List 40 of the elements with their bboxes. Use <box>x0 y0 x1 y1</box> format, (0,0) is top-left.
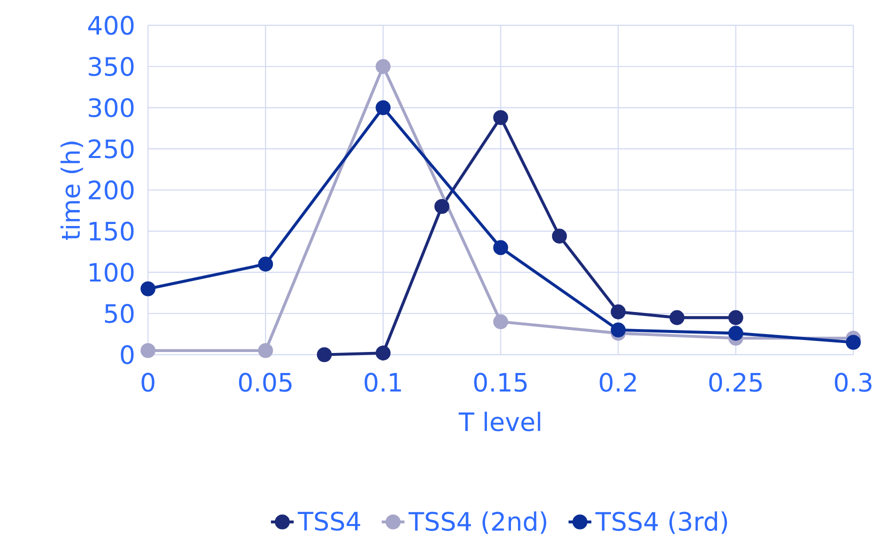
legend-label: TSS4 <box>298 512 360 531</box>
point <box>610 322 626 338</box>
x-tick-label: 0.1 <box>364 372 401 392</box>
point <box>434 198 450 214</box>
point <box>552 228 567 244</box>
point <box>728 326 744 341</box>
point <box>140 343 156 358</box>
point <box>670 310 684 326</box>
y-axis-title: time (h) <box>60 142 84 240</box>
point <box>258 256 274 272</box>
point <box>493 110 508 126</box>
point <box>610 304 626 320</box>
x-tick-label: 0.15 <box>474 372 527 392</box>
x-tick-label: 0.25 <box>709 372 762 392</box>
y-tick-label: 150 <box>90 222 134 241</box>
point <box>316 347 332 362</box>
y-tick-label: 400 <box>88 16 134 35</box>
point <box>140 281 156 296</box>
y-tick-label: 350 <box>88 56 134 76</box>
x-tick-label: 0.2 <box>600 372 636 392</box>
y-tick-label: 50 <box>105 304 134 324</box>
point <box>493 314 508 330</box>
point <box>376 100 391 116</box>
point <box>376 59 391 74</box>
x-tick-label: 0.3 <box>834 372 872 392</box>
point <box>846 334 861 350</box>
y-tick-label: 200 <box>88 180 134 200</box>
point <box>376 346 391 360</box>
y-tick-label: 250 <box>88 139 134 158</box>
y-tick-label: 100 <box>90 262 134 282</box>
point <box>258 343 274 358</box>
y-tick-label: 0 <box>120 345 134 364</box>
y-tick-label: 300 <box>88 98 134 118</box>
x-tick-label: 0.05 <box>239 372 292 392</box>
legend-label: TSS4 (2nd) <box>408 511 546 534</box>
point <box>493 240 508 256</box>
x-tick-label: 0 <box>142 372 154 392</box>
point <box>728 310 744 326</box>
x-axis-title: T level <box>458 412 540 432</box>
legend-label: TSS4 (3rd) <box>595 511 728 534</box>
